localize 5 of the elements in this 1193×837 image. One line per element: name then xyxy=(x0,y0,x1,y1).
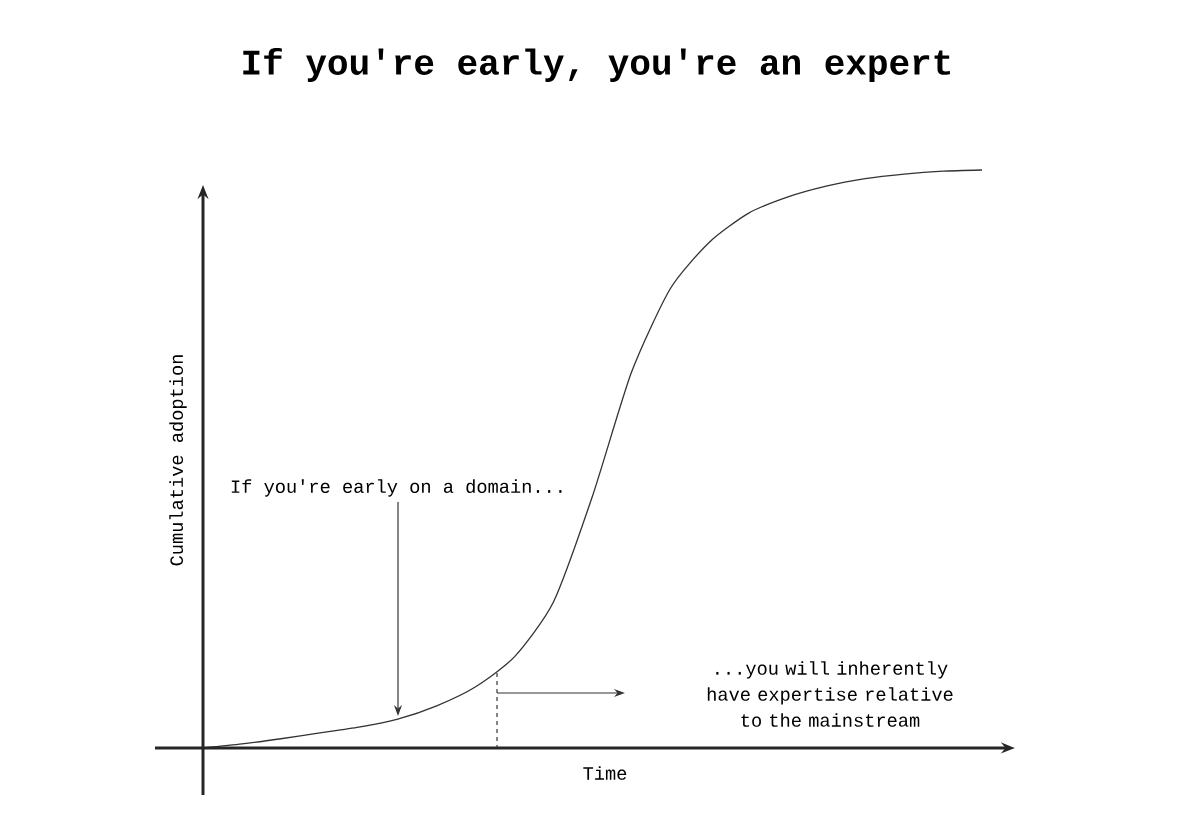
annotation: If you're early on a domain... xyxy=(231,479,562,497)
chart-title: If you're early, you're an expert xyxy=(243,47,950,83)
annotation: ...you will inherently have expertise relative to the mainstream xyxy=(707,661,953,727)
x-axis-title: Time xyxy=(583,766,627,780)
y-axis-title: Cumulative adoption xyxy=(169,355,187,566)
